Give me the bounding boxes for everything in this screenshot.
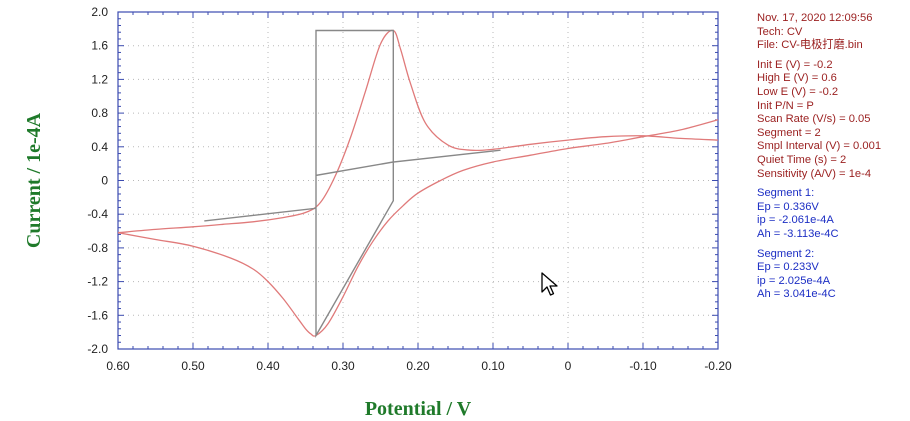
x-axis-title: Potential / V	[365, 398, 472, 420]
x-tick-label: 0.20	[406, 359, 430, 373]
param-line: Smpl Interval (V) = 0.001	[757, 140, 882, 153]
x-tick-label: 0.30	[331, 359, 355, 373]
x-tick-label: 0.60	[106, 359, 130, 373]
param-line: High E (V) = 0.6	[757, 72, 837, 85]
y-tick-label: 0	[101, 174, 108, 188]
peak-baseline-lines	[204, 29, 501, 339]
mouse-cursor-icon	[541, 272, 559, 303]
y-tick-label: -2.0	[87, 342, 108, 356]
header-line-1: Nov. 17, 2020 12:09:56	[757, 12, 873, 24]
y-axis-title: Current / 1e-4A	[23, 112, 45, 248]
x-tick-label: 0.10	[481, 359, 505, 373]
cv-curve-segment-2	[117, 119, 719, 337]
y-tick-label: 0.4	[91, 140, 108, 154]
header-line-2: Tech: CV	[757, 25, 803, 38]
y-tick-label: 2.0	[91, 5, 108, 19]
y-tick-label: -1.6	[87, 308, 108, 322]
param-line: Sensitivity (A/V) = 1e-4	[757, 167, 872, 180]
series	[117, 29, 719, 339]
grid	[118, 12, 718, 349]
header-line-3: File: CV-电极打磨.bin	[757, 39, 863, 52]
y-tick-label: -1.2	[87, 275, 108, 289]
param-line: Init E (V) = -0.2	[757, 58, 833, 71]
param-line: Quiet Time (s) = 2	[757, 153, 847, 166]
segment2-line: Ep = 0.233V	[757, 261, 819, 274]
segment2-line: Ah = 3.041e-4C	[757, 288, 836, 301]
x-tick-label: 0.40	[256, 359, 280, 373]
y-tick-label: -0.4	[87, 207, 108, 221]
param-line: Scan Rate (V/s) = 0.05	[757, 113, 871, 126]
x-tick-label: -0.10	[629, 359, 657, 373]
segment1-line: Ah = -3.113e-4C	[757, 227, 839, 240]
y-tick-label: 0.8	[91, 106, 108, 120]
segment1-line: Ep = 0.336V	[757, 200, 819, 213]
segment1-line: Segment 1:	[757, 187, 815, 200]
y-tick-label: 1.6	[91, 39, 108, 53]
y-tick-label: 1.2	[91, 72, 108, 86]
x-tick-label: 0.50	[181, 359, 205, 373]
x-tick-label: -0.20	[704, 359, 732, 373]
param-line: Low E (V) = -0.2	[757, 85, 839, 98]
ticks: 0.60 0.50 0.40 0.30 0.20 0.10 0 -0.10 -0.202.01.…	[87, 5, 732, 373]
info-panel: Nov. 17, 2020 12:09:56 Tech: CV File: CV…	[757, 12, 881, 302]
y-tick-label: -0.8	[87, 241, 108, 255]
param-line: Segment = 2	[757, 126, 821, 139]
segment2-line: Segment 2:	[757, 247, 815, 260]
param-line: Init P/N = P	[757, 99, 814, 112]
segment1-line: ip = -2.061e-4A	[757, 214, 834, 227]
x-tick-label: 0	[565, 359, 572, 373]
cv-chart: 0.60 0.50 0.40 0.30 0.20 0.10 0 -0.10 -0.202.01.…	[23, 5, 732, 420]
segment2-line: ip = 2.025e-4A	[757, 274, 831, 287]
